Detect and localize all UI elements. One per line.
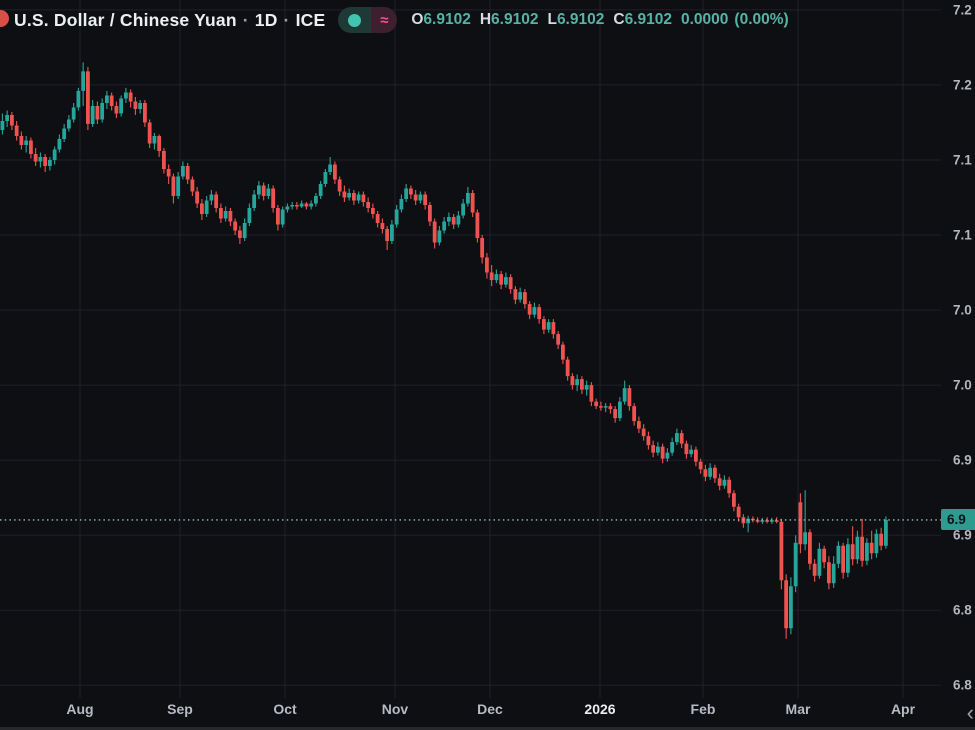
down-candle-bodies [10,71,884,629]
window-edge [0,727,975,730]
time-axis-label: 2026 [584,701,616,717]
time-axis-label: Nov [381,701,409,717]
delayed-data-icon[interactable]: ≈ [371,7,398,33]
price-axis-label: 7.2 [953,77,972,93]
high-value: 6.9102 [491,11,539,28]
time-axis[interactable]: Aug Sep Oct Nov Dec 2026 Feb Mar Apr [0,697,975,727]
open-label: O [411,11,424,28]
market-status-pill[interactable]: ≈ [338,7,398,33]
current-price-label: 6.9 [941,509,975,531]
time-axis-label: Mar [785,701,811,717]
price-axis-label: 6.9 [953,527,972,543]
time-axis-label: Apr [890,701,916,717]
chevron-left-icon[interactable]: ‹ [966,700,974,725]
up-candle-wicks [1,62,887,635]
price-axis[interactable]: 7.2 7.2 7.1 7.1 7.0 7.0 6.9 6.9 6.8 6.8 [941,0,975,698]
symbol-name: U.S. Dollar / Chinese Yuan [14,9,237,30]
symbol-title-button[interactable]: U.S. Dollar / Chinese Yuan · 1D · ICE [14,10,325,31]
price-axis-label: 6.8 [953,602,972,618]
price-axis-label: 7.0 [953,377,972,393]
grid [0,0,941,698]
interval-label: 1D [254,9,278,30]
symbol-header: U.S. Dollar / Chinese Yuan · 1D · ICE ≈ O6.9… [0,0,975,40]
open-value: 6.9102 [423,11,471,28]
market-status-dot-icon[interactable] [338,7,372,33]
current-price-text: 6.9 [947,512,966,528]
price-axis-label: 7.1 [953,227,972,243]
close-value: 6.9102 [624,11,672,28]
time-axis-label: Feb [690,701,716,717]
time-axis-label: Dec [477,701,503,717]
price-axis-label: 6.9 [953,452,972,468]
close-label: C [613,11,625,28]
price-axis-label: 7.1 [953,152,972,168]
time-axis-label: Oct [273,701,297,717]
candlestick-series [0,62,888,639]
exchange-label: ICE [295,9,326,30]
ohlc-readout: O6.9102 H6.9102 L6.9102 C6.9102 0.0000 (0.00%… [411,11,794,29]
high-label: H [479,11,492,28]
time-axis-label: Sep [167,701,193,717]
change-value: 0.0000 [680,11,729,28]
time-axis-label: Aug [66,701,94,717]
change-percent: (0.00%) [734,11,789,28]
title-separator: · [283,9,290,30]
title-separator: · [242,9,249,30]
up-candle-bodies [0,71,888,629]
price-axis-label: 7.2 [953,2,972,18]
price-axis-label: 6.8 [953,677,972,693]
low-value: 6.9102 [556,11,605,28]
low-label: L [547,11,557,28]
notification-dot-icon [0,10,9,27]
down-candle-wicks [11,66,882,639]
price-axis-label: 7.0 [953,302,972,318]
